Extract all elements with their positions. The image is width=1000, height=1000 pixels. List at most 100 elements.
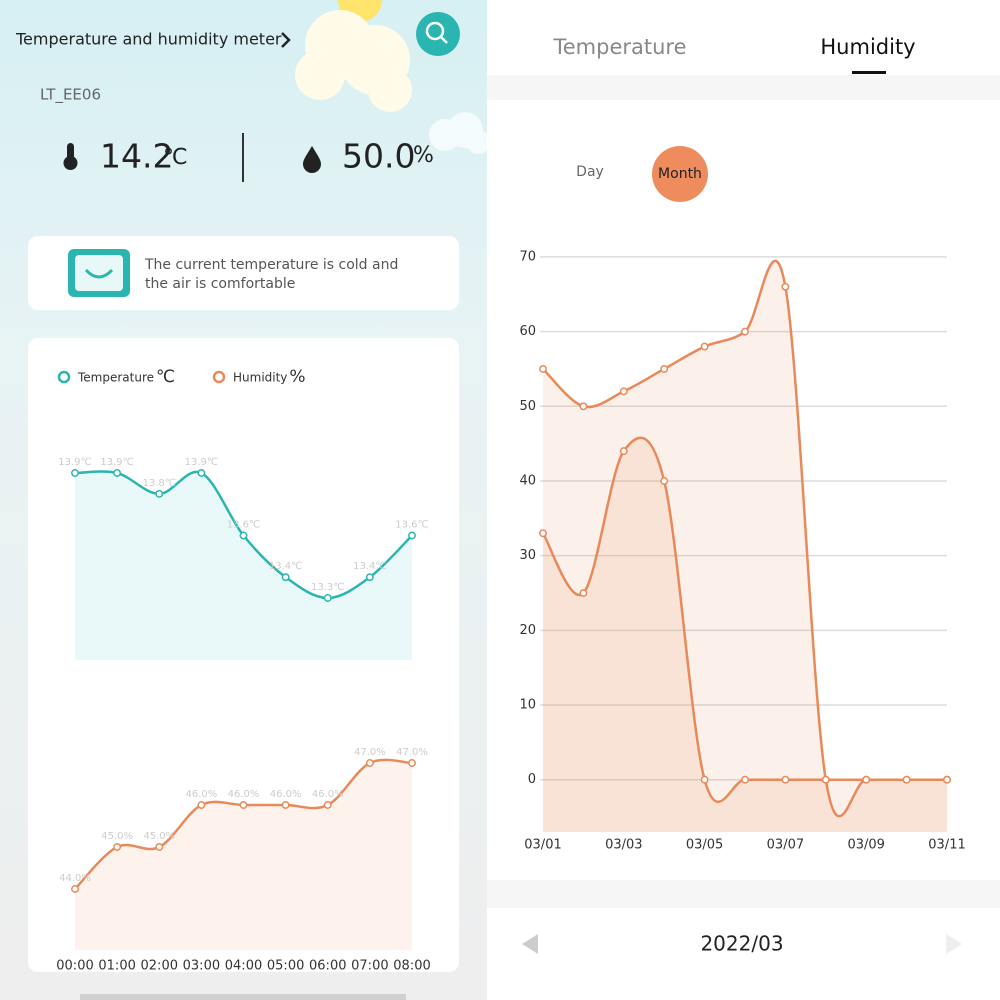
point xyxy=(71,885,79,893)
point xyxy=(619,387,628,396)
point xyxy=(365,573,374,582)
tab-underline xyxy=(852,71,886,74)
point xyxy=(781,775,790,784)
legend-unit: % xyxy=(289,367,305,387)
tab-bar xyxy=(487,0,1000,75)
point xyxy=(113,469,122,477)
point xyxy=(619,447,628,456)
y-tick-label: 60 xyxy=(519,324,536,339)
point xyxy=(323,801,332,809)
value-label: 46.0% xyxy=(270,789,302,800)
x-tick-label: 08:00 xyxy=(393,959,430,974)
plot-area xyxy=(543,242,947,832)
legend-marker xyxy=(212,370,226,384)
value-label: 46.0% xyxy=(228,789,260,800)
point xyxy=(700,342,709,351)
legend-label: Temperature xyxy=(77,371,154,385)
x-tick-label: 07:00 xyxy=(351,959,388,974)
chevron[interactable] xyxy=(281,32,291,48)
point xyxy=(155,489,164,498)
app-title[interactable]: Temperature and humidity meter xyxy=(15,30,282,49)
x-tick-label: 04:00 xyxy=(225,959,262,974)
point xyxy=(781,282,790,291)
day-button[interactable]: Day xyxy=(576,164,604,180)
point xyxy=(408,759,416,767)
x-tick-label: 03/07 xyxy=(767,838,804,853)
search-icon-handle xyxy=(440,36,448,44)
point xyxy=(239,801,248,809)
point xyxy=(741,775,749,784)
legend-unit: ℃ xyxy=(156,367,175,387)
area xyxy=(543,260,947,832)
point xyxy=(71,469,79,477)
x-tick-label: 03:00 xyxy=(183,959,220,974)
x-tick-label: 01:00 xyxy=(98,959,135,974)
value-label: 47.0% xyxy=(354,747,386,758)
x-tick-label: 03/11 xyxy=(928,838,965,853)
y-tick-label: 20 xyxy=(519,623,536,638)
cloud-small xyxy=(429,112,490,154)
value-label: 13.9℃ xyxy=(185,457,219,468)
y-tick-label: 70 xyxy=(519,249,536,264)
y-tick-label: 30 xyxy=(519,548,536,563)
value-label: 13.9℃ xyxy=(100,457,134,468)
value-label: 45.0% xyxy=(143,831,175,842)
x-tick-label: 03/09 xyxy=(847,838,884,853)
point xyxy=(281,801,290,809)
point xyxy=(113,843,122,851)
next-button[interactable] xyxy=(946,934,962,954)
x-tick-label: 06:00 xyxy=(309,959,346,974)
area xyxy=(75,471,412,660)
value-label: 13.6℃ xyxy=(227,520,261,531)
value-label: 13.4℃ xyxy=(353,561,387,572)
status-card xyxy=(28,236,459,310)
tab-active[interactable]: Humidity xyxy=(820,35,915,59)
x-tick-label: 03/05 xyxy=(686,838,723,853)
period-label: 2022/03 xyxy=(700,932,783,956)
point xyxy=(365,759,374,767)
area xyxy=(543,437,947,832)
value-label: 13.4℃ xyxy=(269,561,303,572)
value-label: 47.0% xyxy=(396,747,428,758)
prev-button[interactable] xyxy=(522,934,538,954)
legend-marker xyxy=(57,370,71,384)
value-label: 13.6℃ xyxy=(395,520,429,531)
point xyxy=(902,775,911,784)
month-button[interactable] xyxy=(652,146,708,202)
point xyxy=(660,365,669,373)
face-icon-screen xyxy=(75,255,123,291)
point xyxy=(579,589,588,597)
point xyxy=(197,801,206,809)
value-label: 45.0% xyxy=(101,831,133,842)
device-name: LT_EE06 xyxy=(40,86,101,105)
value-label: 13.9℃ xyxy=(58,457,92,468)
search-button[interactable] xyxy=(416,12,460,56)
x-tick-label: 03/03 xyxy=(605,838,642,853)
month-button-label[interactable]: Month xyxy=(658,166,702,182)
status-line: the air is comfortable xyxy=(145,276,295,292)
x-tick-label: 03/01 xyxy=(524,838,561,853)
y-tick-label: 50 xyxy=(519,399,536,414)
face-smile xyxy=(84,268,114,279)
y-tick-label: 0 xyxy=(528,772,536,787)
status-line: The current temperature is cold and xyxy=(144,257,398,273)
point xyxy=(539,529,547,538)
value-label: 46.0% xyxy=(185,789,217,800)
search-icon xyxy=(425,21,445,41)
x-tick-label: 05:00 xyxy=(267,959,304,974)
point xyxy=(197,469,206,477)
temperature-unit: ℃ xyxy=(163,145,188,170)
tab[interactable]: Temperature xyxy=(552,35,686,59)
value-label: 13.8℃ xyxy=(143,478,177,489)
period-bar xyxy=(487,908,1000,1000)
x-tick-label: 02:00 xyxy=(141,959,178,974)
point xyxy=(821,775,830,784)
value-label: 46.0% xyxy=(312,789,344,800)
point xyxy=(579,402,588,411)
scroll-indicator xyxy=(80,994,406,1000)
humidity-value: 50.0 xyxy=(342,137,415,176)
point xyxy=(741,327,749,336)
drop-icon xyxy=(303,146,321,173)
